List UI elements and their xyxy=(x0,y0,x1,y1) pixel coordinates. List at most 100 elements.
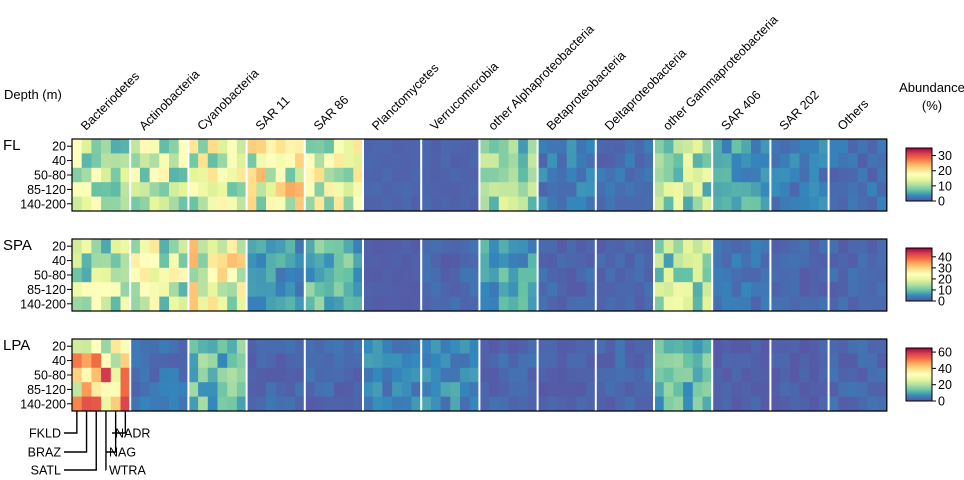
heatmap-cell xyxy=(760,339,771,354)
heatmap-cell xyxy=(295,382,306,398)
heatmap-cell xyxy=(91,139,102,154)
heatmap-cell xyxy=(818,182,830,198)
heatmap-cell xyxy=(392,196,403,212)
heatmap-cell xyxy=(198,182,209,198)
heatmap-cell xyxy=(159,139,170,154)
heatmap-cell xyxy=(818,267,830,283)
heatmap-cell xyxy=(149,367,160,383)
heatmap-cell xyxy=(469,253,480,269)
heatmap-cell xyxy=(789,196,801,212)
heatmap-cell xyxy=(460,196,471,212)
heatmap-cell xyxy=(217,239,228,254)
heatmap-cell xyxy=(139,196,151,212)
heatmap-cell xyxy=(663,139,674,154)
heatmap-cell xyxy=(867,239,878,254)
heatmap-cell xyxy=(857,353,868,369)
heatmap-cell xyxy=(440,367,451,383)
heatmap-cell xyxy=(178,267,189,283)
heatmap-cell xyxy=(537,282,548,298)
heatmap-cell xyxy=(644,367,655,383)
heatmap-cell xyxy=(72,253,83,269)
heatmap-cell xyxy=(440,253,451,269)
heatmap-cell xyxy=(789,239,801,254)
heatmap-cell xyxy=(246,296,257,312)
heatmap-cell xyxy=(110,182,122,198)
heatmap-cell xyxy=(169,196,180,212)
heatmap-cell xyxy=(877,196,888,212)
heatmap-cell xyxy=(508,353,519,369)
heatmap-cell xyxy=(440,282,451,298)
heatmap-cell xyxy=(411,382,422,398)
heatmap-cell xyxy=(838,182,849,198)
heatmap-cell xyxy=(489,396,500,412)
heatmap-cell xyxy=(110,396,122,412)
heatmap-cell xyxy=(392,339,403,354)
heatmap-cell xyxy=(818,396,830,412)
colorbar-tick-label: 20 xyxy=(938,272,952,286)
heatmap-cell xyxy=(110,296,122,312)
heatmap-cell xyxy=(751,239,762,254)
heatmap-cell xyxy=(576,267,587,283)
heatmap-cell xyxy=(673,282,684,298)
heatmap-cell xyxy=(159,396,170,412)
heatmap-cell xyxy=(799,339,810,354)
heatmap-cell xyxy=(324,253,335,269)
heatmap-cell xyxy=(828,396,839,412)
heatmap-cell xyxy=(683,382,694,398)
heatmap-cell xyxy=(304,182,316,198)
heatmap-cell xyxy=(838,139,849,154)
heatmap-cell xyxy=(557,167,568,183)
heatmap-cell xyxy=(256,153,267,169)
province-label: BRAZ xyxy=(28,446,62,460)
heatmap-cell xyxy=(489,267,500,283)
heatmap-cell xyxy=(663,153,674,169)
heatmap-cell xyxy=(848,182,859,198)
heatmap-cell xyxy=(479,396,490,412)
heatmap-cell xyxy=(333,253,345,269)
heatmap-cell xyxy=(518,339,529,354)
heatmap-cell xyxy=(469,367,480,383)
heatmap-cell xyxy=(236,353,248,369)
heatmap-cell xyxy=(110,382,122,398)
heatmap-cell xyxy=(489,282,500,298)
heatmap-cell xyxy=(411,296,422,312)
heatmap-cell xyxy=(527,239,539,254)
heatmap-cell xyxy=(576,367,587,383)
heatmap-cell xyxy=(508,339,519,354)
heatmap-cell xyxy=(508,367,519,383)
heatmap-cell xyxy=(721,282,733,298)
heatmap-cell xyxy=(712,253,723,269)
heatmap-cell xyxy=(566,282,577,298)
heatmap-cell xyxy=(605,239,616,254)
heatmap-cell xyxy=(576,167,587,183)
heatmap-cell xyxy=(799,282,810,298)
heatmap-cell xyxy=(372,239,383,254)
heatmap-cell xyxy=(149,382,160,398)
heatmap-cell xyxy=(634,239,645,254)
heatmap-cell xyxy=(615,282,626,298)
heatmap-cell xyxy=(198,267,209,283)
heatmap-cell xyxy=(363,239,374,254)
heatmap-cell xyxy=(139,396,151,412)
heatmap-cell xyxy=(314,382,325,398)
heatmap-cell xyxy=(72,367,83,383)
heatmap-cell xyxy=(566,182,577,198)
heatmap-cell xyxy=(382,139,393,154)
heatmap-cell xyxy=(780,239,791,254)
heatmap-cell xyxy=(188,239,199,254)
heatmap-cell xyxy=(256,382,267,398)
heatmap-cell xyxy=(110,339,122,354)
heatmap-cell xyxy=(479,382,490,398)
heatmap-cell xyxy=(295,296,306,312)
colorbar-tick-label: 0 xyxy=(938,195,945,209)
heatmap-cell xyxy=(401,167,413,183)
heatmap-cell xyxy=(295,282,306,298)
heatmap-cell xyxy=(692,153,704,169)
heatmap-cell xyxy=(353,167,364,183)
heatmap-cell xyxy=(198,382,209,398)
heatmap-cell xyxy=(401,153,413,169)
heatmap-cell xyxy=(673,339,684,354)
heatmap-cell xyxy=(363,167,374,183)
heatmap-cell xyxy=(324,239,335,254)
